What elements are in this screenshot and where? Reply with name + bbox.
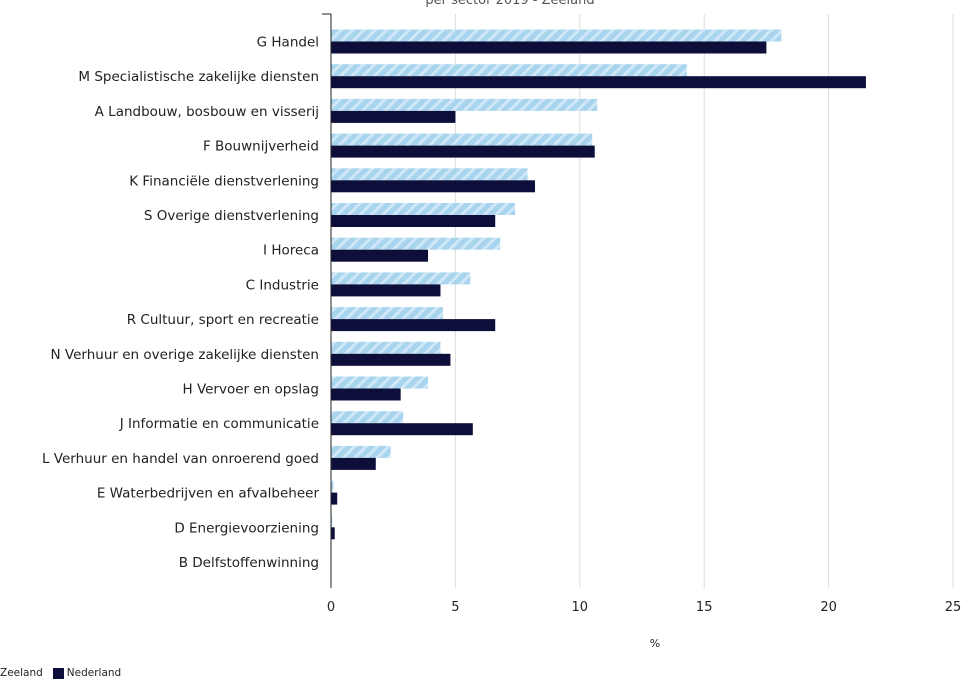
bar-nederland[interactable] xyxy=(331,353,451,366)
category-label: I Horeca xyxy=(263,243,319,259)
category-label: F Bouwnijverheid xyxy=(203,139,319,155)
bar-zeeland[interactable] xyxy=(331,203,516,215)
bar-nederland[interactable] xyxy=(331,145,595,158)
legend-label-zeeland: Zeeland xyxy=(0,667,43,679)
legend: Zeeland Nederland xyxy=(0,666,131,679)
bar-nederland[interactable] xyxy=(331,527,335,540)
bar-zeeland[interactable] xyxy=(331,376,429,389)
bar-nederland[interactable] xyxy=(331,180,536,193)
bar-nederland[interactable] xyxy=(331,110,456,123)
category-label: K Financiële dienstverlening xyxy=(129,173,319,189)
bar-nederland[interactable] xyxy=(331,457,376,470)
category-label: M Specialistische zakelijke diensten xyxy=(78,69,319,85)
bar-zeeland[interactable] xyxy=(331,64,687,77)
legend-label-nederland: Nederland xyxy=(66,667,122,679)
bar-nederland[interactable] xyxy=(331,41,767,54)
bar-zeeland[interactable] xyxy=(331,133,593,146)
x-tick-labels: 0 5 10 15 20 25 xyxy=(327,600,961,615)
x-axis-title: % xyxy=(650,637,660,650)
x-tick-label: 0 xyxy=(327,600,335,615)
category-label: L Verhuur en handel van onroerend goed xyxy=(42,451,319,467)
bar-zeeland[interactable] xyxy=(331,98,598,111)
legend-item-nederland[interactable]: Nederland xyxy=(52,667,122,679)
bar-zeeland[interactable] xyxy=(331,341,441,354)
bar-zeeland[interactable] xyxy=(331,445,391,458)
category-label: E Waterbedrijven en afvalbeheer xyxy=(97,486,320,502)
x-tick-label: 15 xyxy=(696,600,713,615)
bar-zeeland[interactable] xyxy=(331,411,404,424)
bar-nederland[interactable] xyxy=(331,492,338,505)
bars xyxy=(331,29,866,574)
x-tick-label: 10 xyxy=(572,600,589,615)
bar-zeeland[interactable] xyxy=(331,272,471,285)
bar-nederland[interactable] xyxy=(331,249,429,262)
bar-nederland[interactable] xyxy=(331,76,866,89)
category-labels: G Handel M Specialistische zakelijke dien… xyxy=(42,35,319,572)
category-label: G Handel xyxy=(257,35,319,51)
category-label: H Vervoer en opslag xyxy=(183,382,320,398)
bar-nederland[interactable] xyxy=(331,284,441,297)
category-label: S Overige dienstverlening xyxy=(144,208,319,224)
bar-nederland[interactable] xyxy=(331,388,401,401)
category-label: C Industrie xyxy=(246,277,319,293)
x-tick-label: 20 xyxy=(820,600,837,615)
bar-zeeland[interactable] xyxy=(331,307,443,320)
category-label: B Delfstoffenwinning xyxy=(179,555,319,571)
bar-zeeland[interactable] xyxy=(331,515,333,528)
bar-zeeland[interactable] xyxy=(331,168,528,181)
bar-nederland[interactable] xyxy=(331,215,496,227)
legend-swatch-nederland xyxy=(52,667,64,679)
category-label: D Energievoorziening xyxy=(174,520,319,536)
chart-title: per sector 2019 - Zeeland xyxy=(425,0,594,8)
category-label: R Cultuur, sport en recreatie xyxy=(127,312,319,328)
bar-nederland[interactable] xyxy=(331,319,496,332)
x-tick-label: 25 xyxy=(945,600,962,615)
category-label: A Landbouw, bosbouw en visserij xyxy=(95,104,319,120)
x-tick-label: 5 xyxy=(451,600,459,615)
category-label: N Verhuur en overige zakelijke diensten xyxy=(51,347,319,363)
bar-zeeland[interactable] xyxy=(331,237,501,250)
category-label: J Informatie en communicatie xyxy=(119,416,319,432)
legend-item-zeeland[interactable]: Zeeland xyxy=(0,667,43,679)
bar-nederland[interactable] xyxy=(331,423,473,436)
bar-zeeland[interactable] xyxy=(331,480,334,493)
bar-zeeland[interactable] xyxy=(331,29,782,42)
